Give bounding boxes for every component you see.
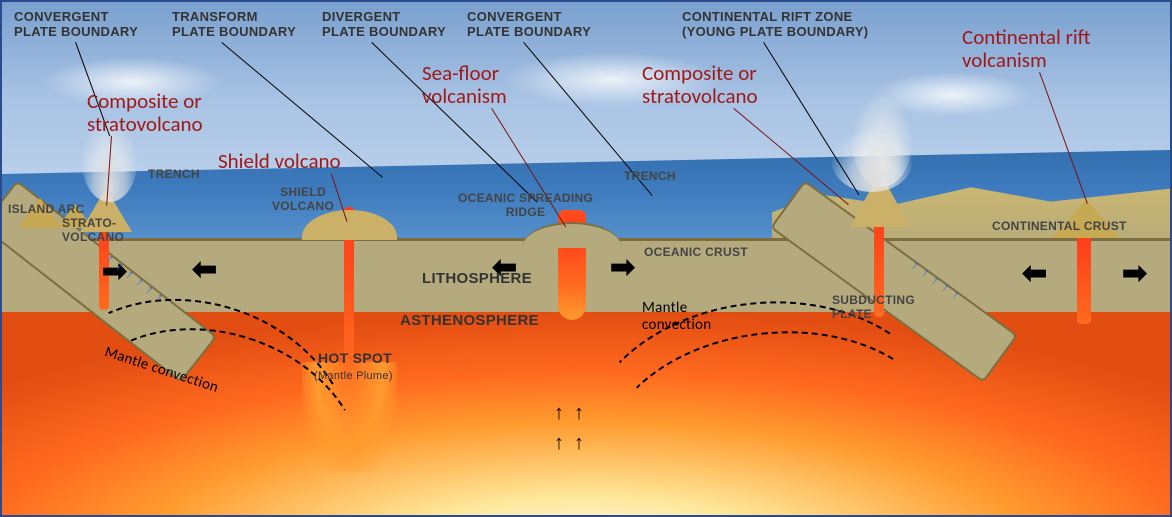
smoke (832, 132, 912, 192)
arrow-icon: ↑ (574, 402, 584, 425)
label-convergent-1: CONVERGENT PLATE BOUNDARY (14, 10, 138, 40)
label-shield: SHIELD VOLCANO (272, 186, 334, 214)
plate-tectonics-diagram: ➡ ➡ ➡ ➡ ➡ ➡ ↑ ↑ ↑ ↑ ↑↑↑↑↑↑ ↑↑↑↑↑ CONVERG… (0, 0, 1172, 517)
arrow-icon: ➡ (1122, 256, 1147, 291)
red-label-shield: Shield volcano (218, 150, 341, 173)
label-divergent: DIVERGENT PLATE BOUNDARY (322, 10, 446, 40)
arrow-icon: ➡ (610, 250, 635, 285)
label-transform: TRANSFORM PLATE BOUNDARY (172, 10, 296, 40)
label-plume: (Mantle Plume) (314, 370, 393, 383)
red-label-rift-volc: Continental rift volcanism (962, 26, 1091, 72)
red-label-strato-1: Composite or stratovolcano (87, 90, 203, 136)
label-continental-crust: CONTINENTAL CRUST (992, 220, 1127, 234)
label-rift-zone: CONTINENTAL RIFT ZONE (YOUNG PLATE BOUND… (682, 10, 868, 40)
arrow-icon: ↑ (554, 432, 564, 455)
red-label-seafloor: Sea-floor volcanism (422, 62, 507, 108)
label-lithosphere: LITHOSPHERE (422, 270, 532, 287)
label-subducting: SUBDUCTING PLATE (832, 294, 915, 322)
label-trench-2: TRENCH (624, 170, 676, 184)
label-strato: STRATO- VOLCANO (62, 217, 124, 245)
label-island-arc: ISLAND ARC (8, 203, 85, 217)
magma-rift (1077, 234, 1091, 324)
arrow-icon: ↑ (554, 402, 564, 425)
label-trench-1: TRENCH (148, 168, 200, 182)
red-label-strato-2: Composite or stratovolcano (642, 62, 758, 108)
label-hotspot: HOT SPOT (318, 350, 392, 366)
label-ridge: OCEANIC SPREADING RIDGE (458, 192, 593, 220)
label-asthenosphere: ASTHENOSPHERE (400, 312, 539, 329)
label-oceanic-crust: OCEANIC CRUST (644, 246, 748, 260)
arrow-icon: ↑ (574, 432, 584, 455)
arrow-icon: ➡ (1022, 256, 1047, 291)
label-convergent-2: CONVERGENT PLATE BOUNDARY (467, 10, 591, 40)
arrow-icon: ➡ (192, 252, 217, 287)
label-mantle-convection-2: Mantle convection (642, 300, 711, 335)
